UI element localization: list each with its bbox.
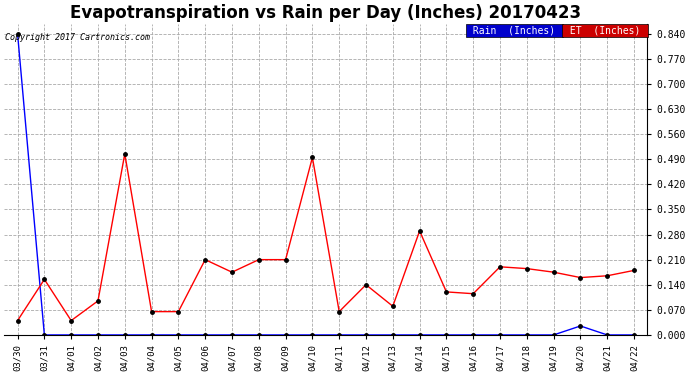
- Text: Rain  (Inches): Rain (Inches): [467, 25, 562, 35]
- Text: Copyright 2017 Cartronics.com: Copyright 2017 Cartronics.com: [5, 33, 150, 42]
- Title: Evapotranspiration vs Rain per Day (Inches) 20170423: Evapotranspiration vs Rain per Day (Inch…: [70, 4, 582, 22]
- Text: ET  (Inches): ET (Inches): [564, 25, 646, 35]
